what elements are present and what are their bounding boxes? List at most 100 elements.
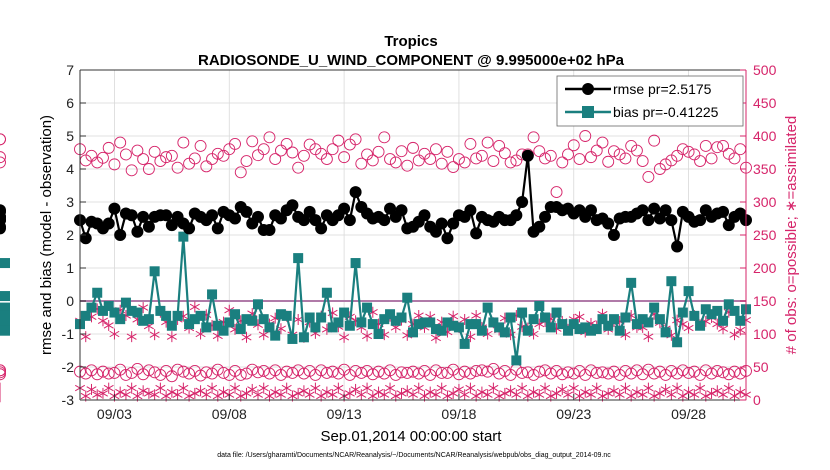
obs-possible-point-2-72: [487, 155, 500, 168]
obs-assimilated-point-5-83: [551, 387, 562, 399]
obs-possible-point-2-90: [590, 144, 603, 157]
obs-assimilated-point-5-97-stroke-2: [631, 388, 642, 396]
bias-point-108: [695, 320, 706, 331]
obs-assimilated-point-4-29-stroke-2: [241, 334, 252, 341]
obs-possible-point-2-73: [493, 139, 506, 152]
rmse-point-11: [137, 210, 150, 223]
obs-possible-point-2-70: [475, 149, 488, 162]
obs-assimilated-point-5-108-stroke-2: [695, 384, 706, 392]
bias-point-61: [425, 317, 436, 328]
rmse-point-64: [441, 232, 454, 245]
y-left-tick-label-8: 5: [66, 128, 74, 144]
bias-point-38: [293, 253, 304, 264]
obs-assimilated-point-5-20-stroke-2: [189, 390, 200, 397]
obs-assimilated-point-5-68: [465, 382, 476, 394]
obs-assimilated-point-5-7-stroke-2: [115, 388, 126, 396]
obs-possible-point-3-25: [217, 366, 230, 379]
bias-point-79: [528, 314, 539, 325]
bias-point-110: [706, 309, 717, 320]
rmse-point-63: [435, 217, 448, 230]
bias-point-28: [235, 324, 246, 335]
obs-possible-point-2-76: [510, 154, 523, 167]
bias-point-32: [258, 314, 269, 325]
obs-possible-point-2-95: [619, 152, 632, 165]
obs-assimilated-point-5-43-stroke-2: [321, 388, 332, 396]
y-right-tick-label-2: 100: [753, 326, 777, 342]
obs-assimilated-point-5-81-stroke-2: [540, 384, 551, 392]
obs-assimilated-point-5-29-stroke-2: [241, 390, 252, 397]
obs-assimilated-point-5-4: [97, 387, 108, 399]
bias-point-49: [356, 317, 367, 328]
obs-assimilated-point-5-89-stroke-2: [585, 391, 596, 398]
rmse-point-99: [642, 214, 655, 227]
x-tick-label-0: 09/03: [97, 406, 132, 422]
rmse-point-37: [286, 199, 299, 212]
y-left-tick-label-10: 7: [66, 62, 74, 78]
obs-possible-point-2-36: [280, 137, 293, 150]
obs-assimilated-point-4-67-stroke-2: [459, 316, 470, 323]
obs-possible-point-2-86: [567, 139, 580, 152]
obs-assimilated-point-5-15-stroke-2: [161, 392, 172, 400]
obs-assimilated-point-5-18-stroke-2: [178, 384, 189, 392]
bias-point-105: [677, 307, 688, 318]
obs-assimilated-point-5-34-stroke-2: [270, 388, 281, 396]
obs-assimilated-point-5-44: [327, 389, 338, 401]
obs-assimilated-point-5-104: [672, 382, 683, 394]
rmse-point-89: [584, 204, 597, 217]
obs-possible-point-2-119: [0, 133, 6, 146]
bias-point-15: [161, 310, 172, 321]
bias-point-112: [718, 315, 729, 326]
rmse-point-80: [533, 220, 546, 233]
bias-point-39: [298, 332, 309, 343]
obs-possible-point-3-59: [412, 367, 425, 380]
obs-possible-point-3-31: [252, 366, 264, 379]
obs-assimilated-point-5-68-stroke-2: [465, 384, 476, 392]
obs-assimilated-point-5-113: [723, 382, 734, 394]
obs-possible-point-2-109: [699, 139, 712, 152]
bias-point-48: [350, 258, 361, 269]
bias-point-66: [453, 322, 464, 333]
obs-possible-point-2-13: [148, 145, 161, 158]
bias-point-10: [132, 307, 143, 318]
bias-point-6: [109, 307, 120, 318]
rmse-point-42: [315, 222, 328, 235]
bias-point-85: [563, 325, 574, 336]
obs-assimilated-point-4-38-stroke-2: [293, 316, 304, 323]
obs-assimilated-point-5-59-stroke-2: [413, 384, 424, 392]
obs-assimilated-point-5-36-stroke-2: [281, 384, 292, 392]
obs-assimilated-point-4-35-stroke-2: [275, 325, 286, 332]
bias-point-43: [321, 287, 332, 298]
obs-possible-point-2-65: [447, 161, 460, 173]
obs-assimilated-point-5-61: [425, 386, 436, 398]
obs-possible-point-2-67: [458, 156, 471, 169]
bias-point-72: [488, 317, 499, 328]
bias-point-109: [700, 304, 711, 315]
obs-possible-point-2-21: [194, 139, 207, 152]
bias-point-57: [402, 292, 413, 303]
obs-assimilated-point-5-16: [166, 386, 177, 398]
obs-possible-point-3-42: [315, 364, 328, 377]
obs-possible-point-2-22: [200, 160, 213, 173]
legend-bias-label: bias pr=-0.41225: [613, 104, 719, 120]
obs-possible-point-3-113: [722, 368, 735, 381]
obs-assimilated-point-5-44-stroke-2: [327, 391, 338, 398]
legend-rmse-label: rmse pr=2.5175: [613, 81, 712, 97]
obs-possible-point-3-37: [286, 366, 299, 379]
obs-assimilated-point-4-20-stroke-2: [189, 303, 200, 311]
bias-point-51: [367, 319, 378, 330]
obs-possible-point-2-105: [676, 143, 689, 156]
obs-possible-point-3-96: [625, 367, 638, 380]
obs-possible-point-2-75: [504, 156, 517, 169]
obs-assimilated-point-5-106-stroke-2: [683, 388, 694, 396]
axes: 09/03 09/08 09/13 09/18 09/23 09/28 -3 -2 -1 0 1 2 3…: [62, 62, 777, 422]
obs-possible-point-3-3: [91, 368, 104, 381]
obs-assimilated-point-5-63: [436, 382, 447, 394]
obs-possible-point-2-11: [137, 153, 150, 166]
obs-possible-point-3-85: [562, 366, 574, 379]
obs-assimilated-point-4-46: [339, 331, 350, 343]
obs-possible-point-2-29: [240, 155, 253, 168]
obs-assimilated-point-5-95: [620, 382, 631, 394]
obs-assimilated-point-5-86-stroke-2: [568, 384, 579, 392]
obs-assimilated-point-5-107: [689, 389, 700, 401]
bias-point-5: [103, 300, 114, 311]
